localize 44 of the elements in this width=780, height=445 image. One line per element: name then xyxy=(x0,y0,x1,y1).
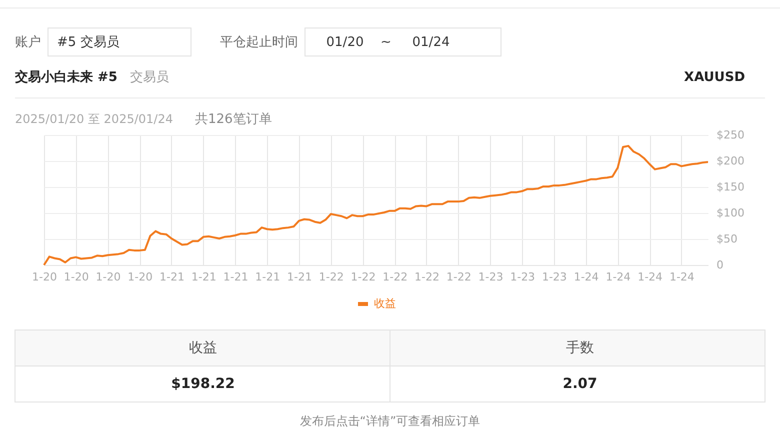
text: 共126笔订单 xyxy=(195,112,272,127)
y-tick-label: $100 xyxy=(716,206,744,220)
x-tick-label: 1-24 xyxy=(606,270,631,284)
y-tick-label: $200 xyxy=(716,154,744,168)
text: 手数 xyxy=(566,340,594,356)
text: ~ xyxy=(380,35,392,50)
x-tick-label: 1-22 xyxy=(350,270,376,284)
x-tick-label: 1-24 xyxy=(669,270,694,284)
x-tick-label: 1-20 xyxy=(64,270,89,284)
x-tick-label: 1-22 xyxy=(382,270,408,284)
text: 收益 xyxy=(189,340,217,356)
text: XAUUSD xyxy=(684,70,746,85)
text: 2.07 xyxy=(562,376,598,392)
text: $198.22 xyxy=(171,376,235,392)
y-tick-label: 0 xyxy=(716,258,724,272)
x-tick-label: 1-24 xyxy=(638,270,663,284)
x-tick-label: 1-20 xyxy=(128,270,153,284)
x-tick-label: 1-23 xyxy=(542,270,567,284)
x-tick-label: 1-21 xyxy=(160,270,184,284)
x-tick-label: 1-21 xyxy=(255,270,280,284)
x-tick-label: 1-20 xyxy=(32,270,57,284)
y-tick-label: $250 xyxy=(716,128,744,142)
y-tick-label: $50 xyxy=(716,232,738,246)
x-tick-label: 1-21 xyxy=(191,270,216,284)
text: 账户 xyxy=(15,35,41,50)
x-tick-label: 1-23 xyxy=(478,270,504,284)
x-tick-label: 1-21 xyxy=(223,270,248,284)
text: 交易员 xyxy=(130,69,169,85)
x-tick-label: 1-23 xyxy=(510,270,536,284)
text: #5 交易员 xyxy=(57,34,120,50)
x-tick-label: 1-22 xyxy=(446,270,472,284)
text: 2025/01/20 至 2025/01/24 xyxy=(15,112,173,126)
text: 01/24 xyxy=(412,35,450,50)
x-tick-label: 1-22 xyxy=(318,270,344,284)
text: 01/20 xyxy=(326,35,364,50)
legend-label: 收益 xyxy=(374,297,396,310)
text: 发布后点击“详情”可查看相应订单 xyxy=(300,414,480,428)
x-tick-label: 1-24 xyxy=(574,270,599,284)
x-tick-label: 1-21 xyxy=(286,270,312,284)
text: 交易小白未来 #5 xyxy=(14,69,118,85)
text: 平仓起止时间 xyxy=(220,35,298,50)
x-tick-label: 1-20 xyxy=(96,270,121,284)
x-tick-label: 1-22 xyxy=(414,270,440,284)
y-tick-label: $150 xyxy=(716,180,744,194)
